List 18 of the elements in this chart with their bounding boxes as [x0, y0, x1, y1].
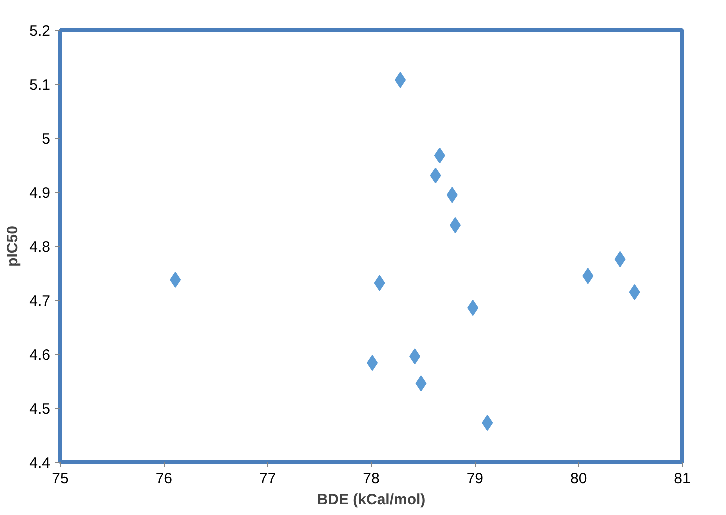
y-tick-label: 4.5: [30, 401, 51, 418]
y-axis-title: pIC50: [4, 226, 22, 267]
x-tick-label: 80: [570, 470, 588, 488]
y-tick-label: 4.8: [30, 239, 51, 256]
x-tick-label: 76: [156, 470, 173, 488]
x-tick-label: 75: [52, 470, 69, 488]
x-tick-label: 77: [259, 470, 276, 488]
x-tick-label: 78: [363, 470, 380, 488]
x-axis-title: BDE (kCal/mol): [317, 492, 426, 508]
y-tick-label: 4.7: [30, 293, 51, 310]
x-tick-label: 79: [466, 470, 484, 488]
y-tick-label: 5.2: [30, 23, 51, 40]
y-tick-label: 5: [42, 131, 50, 148]
y-tick-label: 4.6: [30, 347, 51, 364]
y-tick-label: 4.4: [30, 455, 51, 472]
y-tick-label: 4.9: [30, 185, 51, 202]
y-tick-label: 5.1: [30, 77, 51, 94]
x-tick-label: 81: [674, 470, 691, 488]
